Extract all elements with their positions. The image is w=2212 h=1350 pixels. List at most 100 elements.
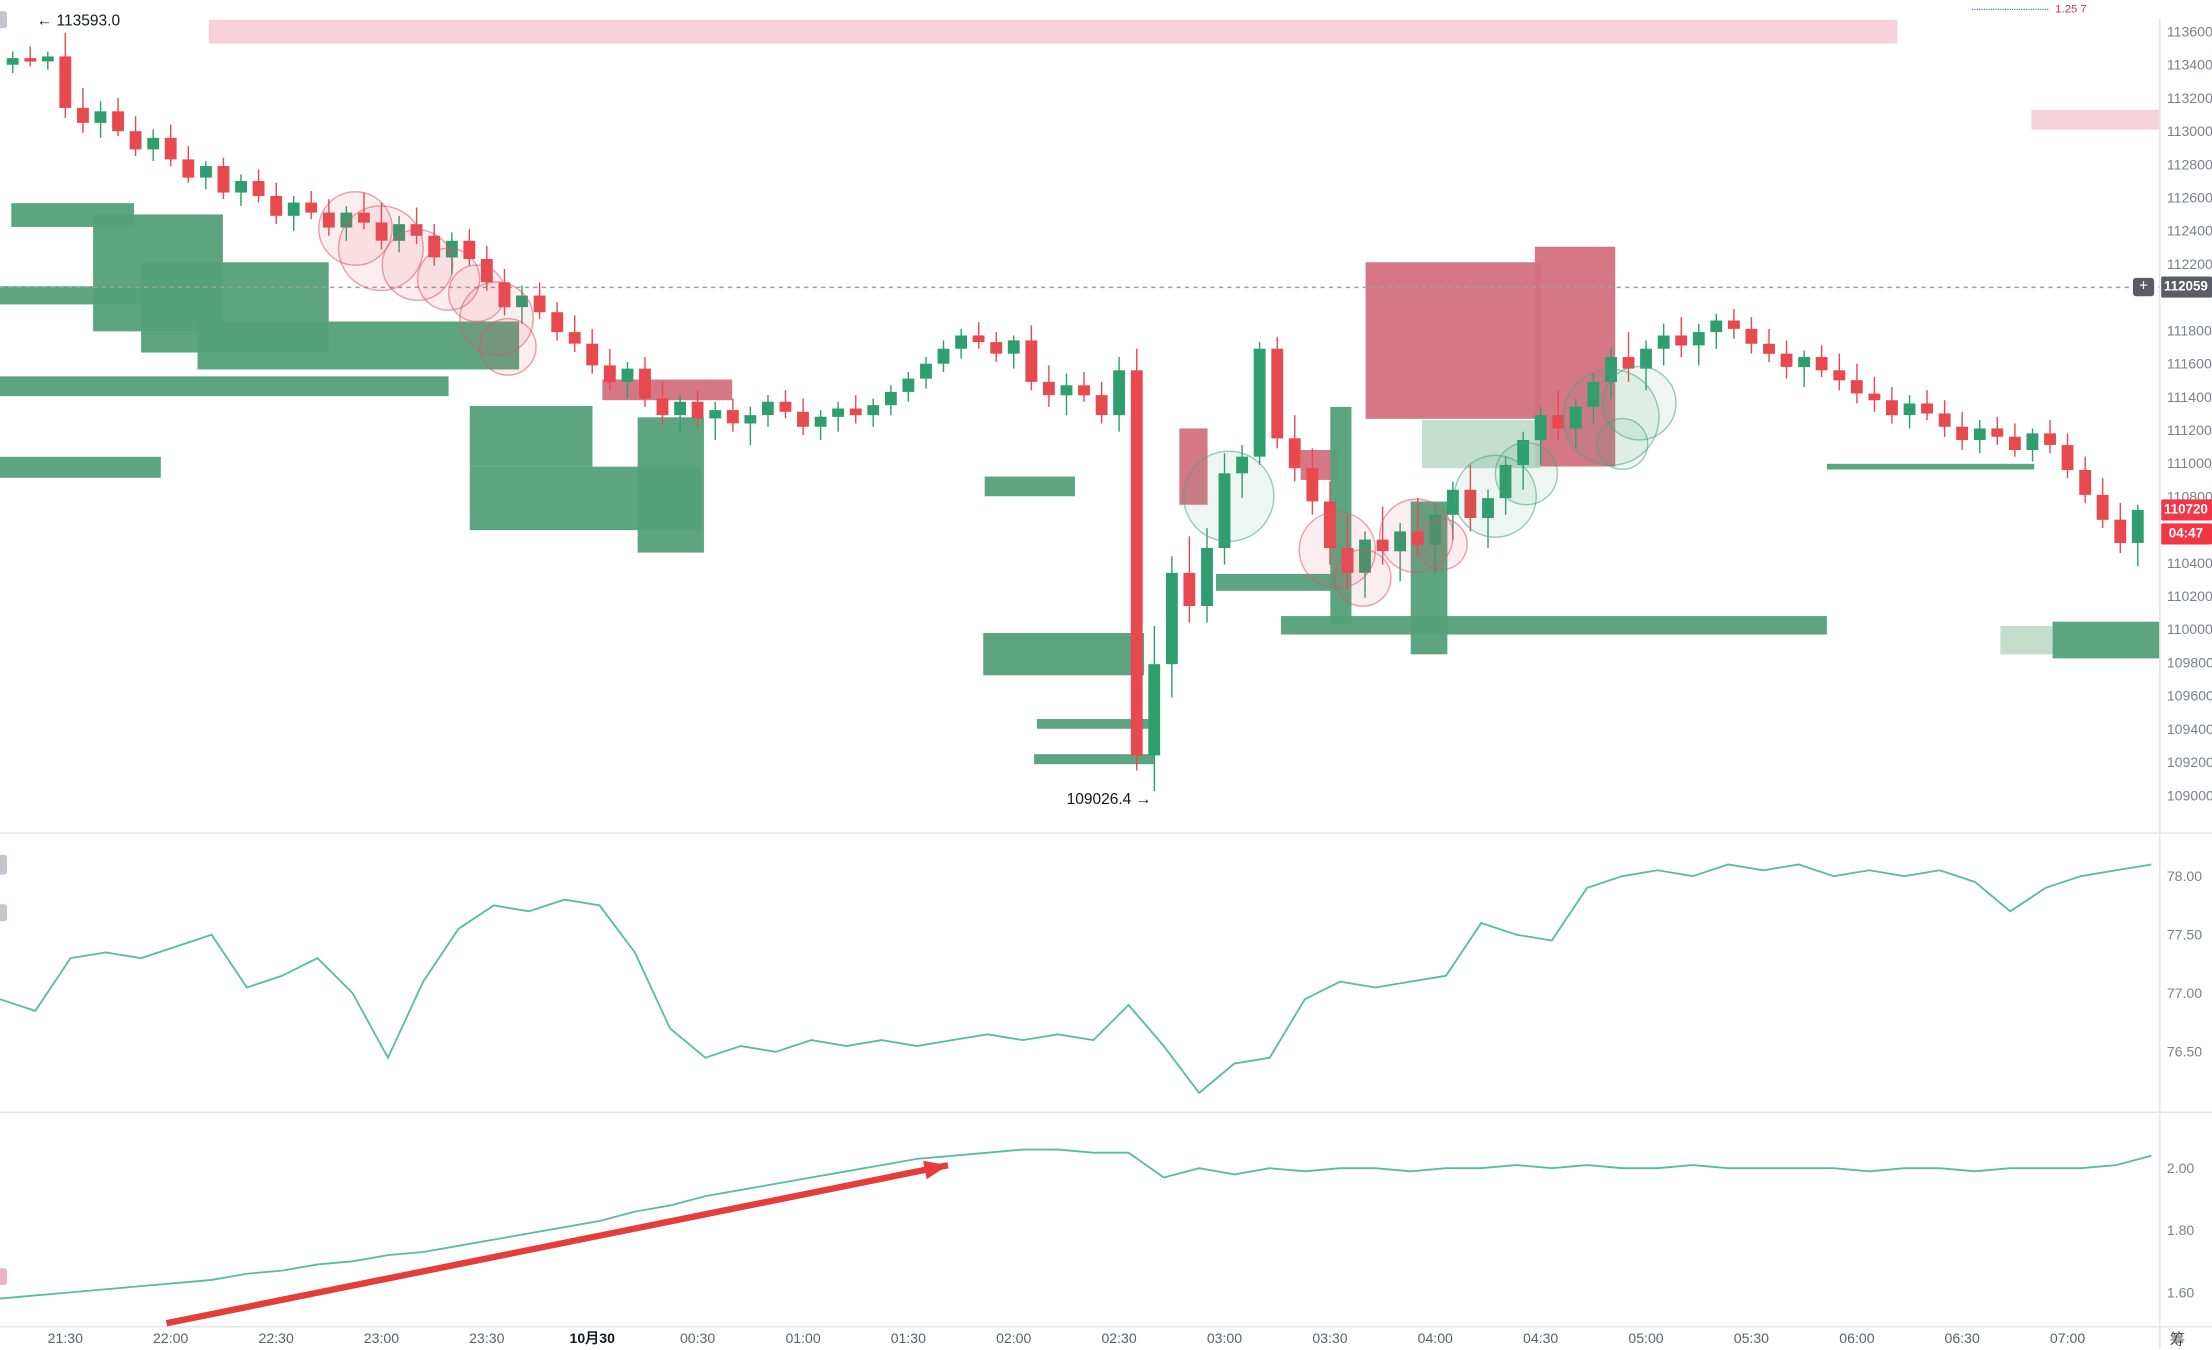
candle-body	[322, 212, 335, 228]
left-toolbar-icon-fragment[interactable]	[0, 1268, 8, 1286]
candle-body	[533, 295, 546, 313]
time-label: 03:00	[1207, 1330, 1242, 1346]
zone-green	[1826, 463, 2035, 470]
candle-body	[1587, 381, 1600, 407]
left-toolbar-icon-fragment[interactable]	[0, 854, 8, 875]
candle-body	[867, 405, 880, 416]
trend-arrow-drawing[interactable]	[165, 1160, 949, 1327]
candle-body	[937, 348, 950, 364]
bubble-red	[478, 317, 537, 376]
candle-body	[1113, 370, 1126, 416]
candle-body	[1271, 348, 1284, 439]
zone-red	[1365, 262, 1541, 419]
candle-body	[340, 212, 353, 228]
candle-body	[568, 332, 581, 344]
price-tick-label: 110000	[2167, 621, 2212, 637]
price-tick-label: 112800	[2167, 156, 2212, 172]
price-tick-label: 110400	[2167, 555, 2212, 571]
candle-body	[305, 202, 318, 213]
zone-green	[469, 406, 593, 467]
high-price-annotation: ← 113593.0	[36, 12, 121, 30]
indicator-tick-label: 2.00	[2167, 1160, 2195, 1176]
candle-body	[603, 365, 616, 383]
candle-body	[2026, 433, 2039, 451]
candle-body	[955, 335, 968, 349]
candle-body	[1236, 456, 1249, 474]
zone-pink	[2031, 109, 2160, 130]
time-label: 05:00	[1628, 1330, 1663, 1346]
candle-body	[2008, 436, 2021, 451]
candle-body	[639, 368, 651, 399]
candle-body	[849, 408, 862, 416]
candle-body	[2079, 469, 2092, 495]
candle-body	[726, 410, 739, 424]
candle-body	[94, 111, 107, 123]
candle-body	[1025, 340, 1038, 382]
candle-body	[1727, 320, 1740, 329]
candle-body	[129, 131, 142, 150]
time-label: 07:00	[2050, 1330, 2085, 1346]
candle-body	[1323, 501, 1336, 549]
candle-body	[1938, 413, 1951, 427]
candle-body	[1165, 572, 1178, 665]
candle-body	[1218, 473, 1231, 549]
candle-body	[1622, 357, 1635, 369]
zone-green	[983, 632, 1145, 676]
notice-dark-text: 1.25 7	[2055, 2, 2087, 16]
candle-body	[2131, 509, 2144, 543]
indicator-line-2	[0, 1148, 2152, 1300]
candle-body	[832, 408, 845, 417]
candle-body	[674, 401, 687, 416]
candle-body	[2044, 433, 2056, 445]
indicator-tick-label: 1.60	[2167, 1284, 2195, 1300]
time-label: 21:30	[48, 1330, 83, 1346]
signal-bubbles	[318, 191, 1677, 607]
candle-body	[2114, 519, 2127, 543]
time-label: 01:30	[891, 1330, 926, 1346]
zone-green	[1280, 616, 1827, 635]
candle-body	[1763, 343, 1775, 354]
bubble-red	[337, 205, 424, 292]
candle-body	[1482, 498, 1494, 519]
candle-body	[182, 159, 195, 178]
candle-body	[270, 195, 283, 216]
zone-green	[2052, 621, 2160, 659]
candle-body	[1095, 395, 1108, 416]
candle-body	[1991, 428, 2004, 437]
left-toolbar-icon-fragment[interactable]	[0, 11, 8, 29]
bubble-red	[1298, 511, 1377, 589]
left-toolbar-icon-fragment[interactable]	[0, 904, 8, 922]
candle-body	[428, 235, 441, 258]
candle-body	[1060, 385, 1073, 396]
price-tick-label: 113200	[2167, 90, 2212, 106]
time-label: 06:30	[1945, 1330, 1980, 1346]
candle-body	[709, 410, 722, 419]
candle-body	[1042, 381, 1055, 396]
candle-body	[656, 398, 669, 416]
candle-body	[1446, 489, 1459, 515]
candle-body	[1903, 403, 1916, 416]
zone-green	[1034, 754, 1154, 765]
time-label: 23:30	[469, 1330, 504, 1346]
time-axis[interactable]: 21:30 22:00 22:30 23:00 23:30 10月30 00:30 01:00…	[48, 1330, 2086, 1346]
candle-body	[1499, 464, 1512, 499]
add-alert-plus-button[interactable]: +	[2132, 277, 2155, 297]
bubble-red	[381, 229, 454, 302]
candle-body	[393, 224, 406, 241]
time-label: 05:30	[1734, 1330, 1769, 1346]
candle-body	[59, 56, 72, 108]
candle-body	[1517, 440, 1530, 465]
candle-body	[1394, 531, 1407, 552]
indicator-line-1	[0, 863, 2152, 1095]
time-label: 00:30	[680, 1330, 715, 1346]
candle-body	[1201, 547, 1213, 607]
candle-body	[1253, 348, 1266, 457]
zone-green	[984, 476, 1075, 497]
candle-body	[990, 342, 1003, 354]
top-notification[interactable]: ································· 1.25 7	[1966, 0, 2169, 19]
price-line-badge: 112059	[2160, 276, 2212, 298]
time-label: 10月30	[569, 1330, 615, 1346]
